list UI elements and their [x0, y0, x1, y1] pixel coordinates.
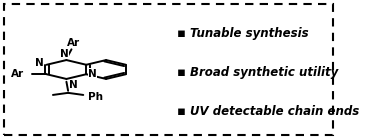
Text: N: N: [88, 69, 97, 79]
Text: Ar: Ar: [67, 38, 80, 48]
Text: Broad synthetic utility: Broad synthetic utility: [190, 66, 338, 79]
Text: N: N: [35, 58, 43, 68]
Text: Ar: Ar: [11, 69, 24, 79]
Text: N: N: [69, 80, 78, 90]
Text: N: N: [60, 49, 69, 59]
FancyBboxPatch shape: [4, 4, 333, 135]
Text: ▪: ▪: [177, 105, 186, 118]
Text: ▪: ▪: [177, 27, 186, 40]
Text: UV detectable chain ends: UV detectable chain ends: [190, 105, 359, 118]
Text: Ph: Ph: [88, 92, 103, 102]
Text: Tunable synthesis: Tunable synthesis: [190, 27, 308, 40]
Text: ▪: ▪: [177, 66, 186, 79]
